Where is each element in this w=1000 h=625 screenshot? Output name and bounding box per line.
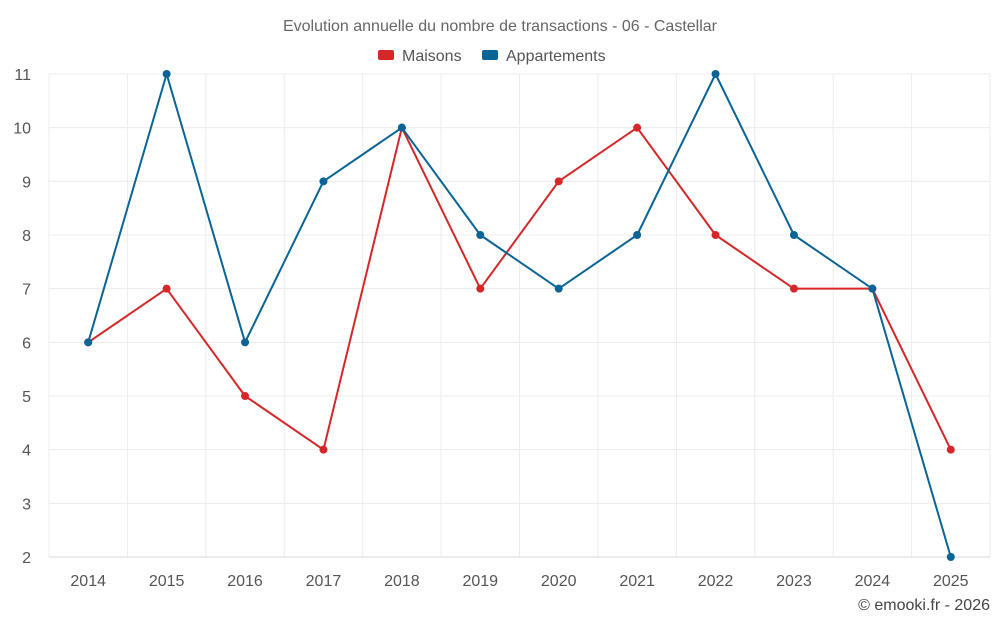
point-maisons-2023[interactable] <box>789 284 798 293</box>
y-tick-label-8: 8 <box>22 228 31 245</box>
point-maisons-2025[interactable] <box>946 445 955 454</box>
y-tick-label-9: 9 <box>22 174 31 191</box>
series-line-appartements <box>87 73 952 558</box>
gridlines <box>48 73 991 557</box>
legend-label-appartements: Appartements <box>506 48 606 65</box>
legend-label-maisons: Maisons <box>402 48 462 65</box>
series-appartements <box>84 70 955 561</box>
point-appartements-2020[interactable] <box>554 284 563 293</box>
x-tick-label-2023: 2023 <box>776 573 812 590</box>
x-tick-label-2015: 2015 <box>149 573 185 590</box>
legend-item-maisons[interactable]: Maisons <box>378 48 462 65</box>
x-tick-label-2016: 2016 <box>227 573 263 590</box>
point-appartements-2016[interactable] <box>241 338 250 347</box>
point-appartements-2017[interactable] <box>319 177 328 186</box>
y-tick-label-7: 7 <box>22 282 31 299</box>
x-tick-label-2025: 2025 <box>933 573 969 590</box>
point-appartements-2019[interactable] <box>476 231 485 239</box>
y-tick-label-5: 5 <box>22 389 31 406</box>
legend-swatch-maisons <box>378 50 394 60</box>
x-tick-label-2014: 2014 <box>70 573 106 590</box>
axes: 2 3 4 5 6 7 8 9 10 11 2014 2015 2016 2017 2018 2019 2020… <box>13 67 990 590</box>
x-tick-label-2021: 2021 <box>619 573 655 590</box>
legend-swatch-appartements <box>482 50 498 60</box>
point-appartements-2023[interactable] <box>789 231 798 239</box>
x-tick-label-2022: 2022 <box>698 573 734 590</box>
series-line-maisons <box>87 126 952 451</box>
legend: Maisons Appartements <box>378 48 606 65</box>
y-tick-label-4: 4 <box>22 443 31 460</box>
y-tick-label-3: 3 <box>22 496 31 513</box>
point-appartements-2021[interactable] <box>633 231 642 239</box>
x-tick-label-2019: 2019 <box>462 573 498 590</box>
point-maisons-2020[interactable] <box>554 177 563 186</box>
point-appartements-2014[interactable] <box>84 338 93 347</box>
point-maisons-2016[interactable] <box>241 392 250 400</box>
series <box>84 70 955 561</box>
y-tick-label-6: 6 <box>22 335 31 352</box>
point-maisons-2019[interactable] <box>476 284 485 293</box>
point-maisons-2021[interactable] <box>633 123 642 132</box>
x-tick-label-2020: 2020 <box>541 573 577 590</box>
point-maisons-2022[interactable] <box>711 231 720 239</box>
point-appartements-2024[interactable] <box>868 284 877 293</box>
point-appartements-2015[interactable] <box>162 70 171 78</box>
point-appartements-2018[interactable] <box>397 123 406 132</box>
point-appartements-2025[interactable] <box>946 553 955 561</box>
legend-item-appartements[interactable]: Appartements <box>482 48 606 65</box>
x-tick-label-2018: 2018 <box>384 573 420 590</box>
y-tick-label-10: 10 <box>13 121 31 138</box>
x-tick-label-2017: 2017 <box>306 573 342 590</box>
chart-title: Evolution annuelle du nombre de transact… <box>283 18 718 35</box>
y-tick-label-11: 11 <box>14 67 31 84</box>
point-appartements-2022[interactable] <box>711 70 720 78</box>
point-maisons-2017[interactable] <box>319 445 328 454</box>
point-maisons-2015[interactable] <box>162 284 171 293</box>
x-tick-label-2024: 2024 <box>855 573 891 590</box>
y-tick-label-2: 2 <box>22 550 31 567</box>
credit-text: © emooki.fr - 2026 <box>858 597 990 614</box>
